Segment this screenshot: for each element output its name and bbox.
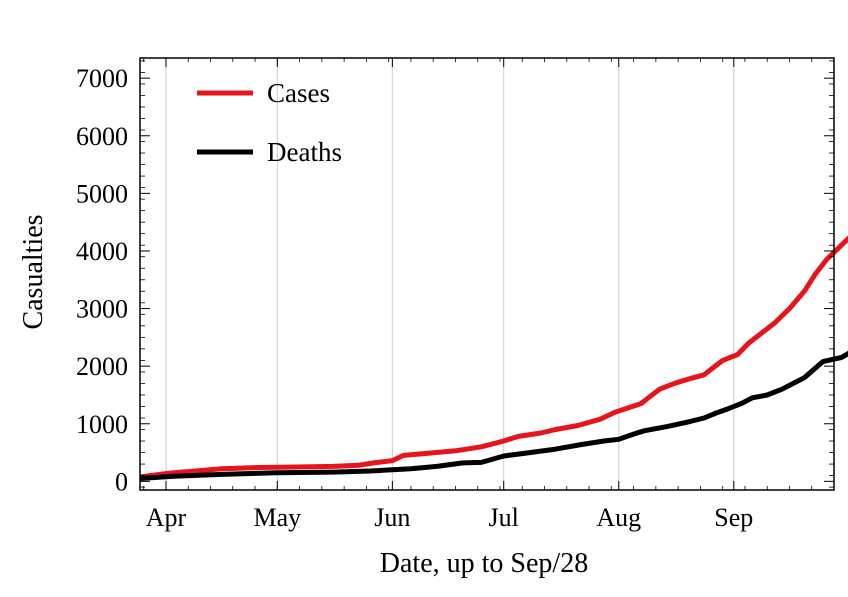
axis-ticks [140, 58, 835, 490]
legend-label-cases: Cases [267, 78, 330, 108]
x-tick-label: Jun [374, 503, 410, 532]
series-line-deaths [139, 350, 848, 481]
y-tick-label: 6000 [76, 122, 128, 151]
legend-label-deaths: Deaths [267, 137, 342, 167]
y-tick-labels: 0 1000 2000 3000 4000 5000 6000 7000 [76, 64, 128, 496]
x-axis-label: Date, up to Sep/28 [380, 548, 588, 579]
legend: Cases Deaths [197, 78, 342, 167]
x-tick-label: Sep [714, 503, 753, 532]
series-lines [139, 235, 848, 481]
y-axis-label: Casualties [18, 214, 49, 329]
series-line-cases [139, 235, 848, 480]
x-tick-label: Apr [146, 503, 187, 532]
x-tick-label: Jul [489, 503, 519, 532]
y-tick-label: 2000 [76, 352, 128, 381]
x-tick-label: May [253, 503, 301, 532]
y-tick-label: 1000 [76, 410, 128, 439]
x-tick-label: Aug [596, 503, 641, 532]
plot-frame [139, 57, 835, 491]
y-tick-label: 0 [115, 467, 128, 496]
y-tick-label: 3000 [76, 295, 128, 324]
y-tick-label: 4000 [76, 237, 128, 266]
y-tick-label: 5000 [76, 179, 128, 208]
y-tick-label: 7000 [76, 64, 128, 93]
grid-lines [165, 58, 735, 490]
x-tick-labels: Apr May Jun Jul Aug Sep [146, 503, 754, 532]
